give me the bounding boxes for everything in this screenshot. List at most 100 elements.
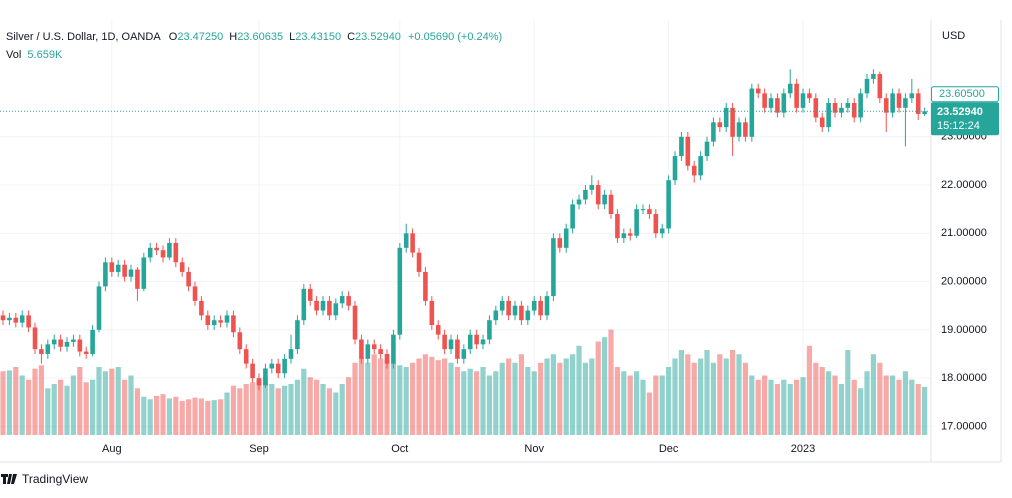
volume-bar — [352, 362, 358, 435]
volume-bar — [883, 375, 889, 435]
volume-bar — [915, 384, 921, 435]
volume-bar — [691, 362, 697, 435]
candle-body — [307, 288, 313, 301]
candle-body — [173, 242, 179, 263]
candle-body — [243, 349, 249, 364]
volume-bar — [826, 371, 832, 435]
field-label: H — [229, 31, 238, 43]
volume-bar — [19, 375, 25, 435]
candle-body — [762, 93, 767, 108]
volume-bar — [179, 401, 185, 435]
volume-bar — [64, 385, 70, 435]
candle-body — [231, 315, 236, 333]
volume-bar — [774, 384, 781, 435]
candle-body — [115, 264, 121, 272]
candle-body — [135, 269, 140, 289]
volume-bar — [570, 354, 576, 435]
volume-bar — [576, 345, 582, 435]
candle-body — [794, 83, 799, 108]
volume-bar — [365, 362, 371, 435]
volume-bar — [819, 367, 825, 435]
candle-body — [327, 300, 332, 316]
candle-body — [531, 300, 537, 311]
volume-bar — [742, 362, 749, 435]
candle-body — [7, 317, 12, 321]
volume-bar — [557, 362, 563, 435]
candle-body — [77, 339, 83, 352]
volume-bar — [339, 384, 345, 435]
candle-body — [186, 271, 191, 287]
candle-body — [237, 332, 243, 350]
volume-bar — [666, 367, 672, 435]
candle-body — [51, 339, 57, 345]
volume-bar — [781, 379, 787, 435]
candle-body — [147, 247, 153, 258]
candle-body — [538, 300, 543, 316]
candle-body — [160, 250, 166, 258]
candle-body — [512, 305, 518, 316]
field-value: 23.60635 — [237, 31, 284, 43]
currency-label: USD — [942, 30, 965, 42]
candle-body — [749, 88, 755, 137]
candle-body — [487, 320, 492, 340]
volume-bar — [192, 397, 198, 435]
candle-body — [717, 122, 723, 128]
candle-body — [653, 214, 659, 234]
candle-body — [320, 300, 326, 311]
volume-bar — [909, 379, 915, 435]
volume-bar — [512, 362, 518, 435]
volume-bar — [250, 382, 256, 435]
candle-body — [32, 327, 38, 350]
candle-body — [391, 334, 396, 364]
candle-body — [666, 180, 671, 229]
volume-bar — [864, 371, 870, 435]
volume-bar — [595, 341, 601, 435]
last-price-tag — [931, 102, 999, 136]
marker-tag — [931, 86, 999, 103]
candle-body — [288, 349, 294, 359]
candle-body — [461, 349, 467, 359]
volume-bar — [749, 375, 755, 435]
candle-body — [423, 271, 428, 301]
volume-bar — [800, 377, 806, 435]
candle-body — [755, 88, 761, 94]
volume-bar — [602, 337, 608, 435]
candle-body — [346, 296, 351, 306]
candle-body — [96, 286, 102, 330]
candle-body — [595, 185, 601, 205]
candle-body — [915, 93, 921, 114]
candle-body — [0, 315, 6, 321]
volume-bar — [83, 382, 89, 435]
volume-bar — [582, 362, 589, 435]
candle-body — [570, 204, 575, 229]
volume-bar — [877, 362, 883, 435]
volume-label: Vol — [6, 49, 22, 61]
volume-bar — [294, 379, 301, 435]
volume-bar — [922, 386, 928, 435]
symbol: Silver / U.S. Dollar, 1D, OANDA — [6, 31, 161, 43]
ohlc-fields: O23.47250 H23.60635 L23.43150 C23.52940 — [167, 31, 405, 43]
price-tag-layer: 23.52940 15:12:24 23.60500 — [0, 86, 999, 136]
candle-body — [903, 98, 908, 108]
volume-bar — [717, 354, 723, 435]
candle-body — [58, 339, 63, 347]
candle-body — [672, 156, 678, 181]
candle-body — [224, 315, 230, 323]
candle-body — [499, 300, 505, 311]
volume-bar — [128, 375, 134, 435]
candle-body — [282, 358, 287, 374]
volume-bar — [51, 384, 57, 435]
candle-body — [493, 310, 499, 321]
volume-bar — [154, 395, 160, 435]
y-tick-label: 22.00000 — [941, 179, 987, 191]
grid-layer — [0, 20, 930, 437]
candle-body — [736, 122, 742, 137]
volume-bar — [627, 375, 633, 435]
x-tick-label: Oct — [391, 443, 408, 455]
field-value: 23.43150 — [295, 31, 342, 43]
volume-bar — [218, 399, 224, 435]
candle-body — [506, 300, 511, 316]
candle-body — [205, 315, 211, 326]
candle-body — [704, 141, 710, 157]
candle-body — [890, 93, 895, 113]
